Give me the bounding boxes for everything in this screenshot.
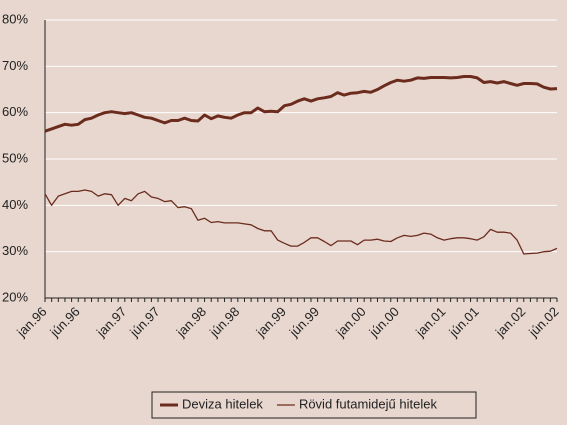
x-tick-label: jan.99	[253, 304, 289, 340]
y-tick-label: 80%	[2, 11, 28, 26]
y-tick-label: 20%	[2, 289, 28, 304]
y-tick-label: 60%	[2, 104, 28, 119]
x-tick-label: jan.01	[412, 304, 448, 340]
x-tick-label: jan.00	[332, 304, 368, 340]
x-tick-label: jan.97	[93, 304, 129, 340]
legend-label: Deviza hitelek	[182, 396, 263, 411]
y-tick-label: 50%	[2, 150, 28, 165]
legend-box	[151, 391, 477, 419]
x-tick-label: jún.99	[286, 304, 322, 340]
legend-label: Rövid futamidejű hitelek	[299, 396, 438, 411]
x-tick-label: jan.98	[173, 304, 209, 340]
y-tick-label: 70%	[2, 58, 28, 73]
series-line	[44, 189, 558, 255]
x-tick-label: jún.96	[46, 304, 82, 340]
x-tick-label: jún.01	[445, 304, 481, 340]
y-tick-label: 30%	[2, 243, 28, 258]
x-tick-label: jún.00	[366, 304, 402, 340]
x-tick-label: jún.97	[126, 304, 162, 340]
x-tick-label: jún.02	[525, 304, 561, 340]
x-tick-label: jan.02	[492, 304, 528, 340]
y-tick-label: 40%	[2, 197, 28, 212]
series-line	[44, 75, 558, 133]
x-tick-label: jún.98	[206, 304, 242, 340]
x-tick-label: jan.96	[13, 304, 49, 340]
